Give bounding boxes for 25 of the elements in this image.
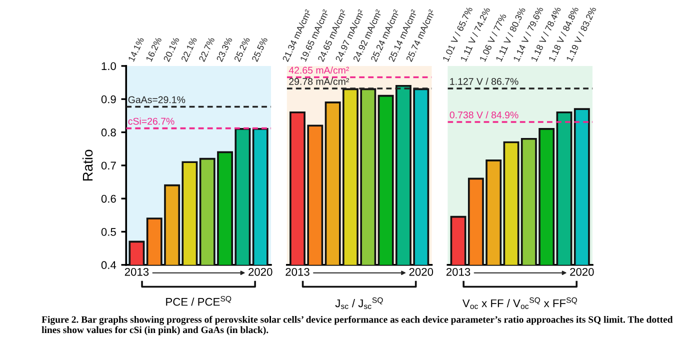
y-tick-label: 0.8 <box>101 128 116 136</box>
annotation: cSi=26.7% <box>128 118 174 125</box>
text: 2020 <box>248 268 272 276</box>
caption: Figure 2. Bar graphs showing progress of perovskite solar cells’ device performance as each device parameter’s ratio approaches its SQ limit. The dotted lines show values for cSi (in pink) and GaAs (in black). <box>42 316 673 336</box>
text: 2020 <box>570 268 594 276</box>
text: 2013 <box>446 268 470 276</box>
y-tick-label: 0.6 <box>101 194 116 203</box>
annotation: 42.65 mA/cm² <box>288 66 349 74</box>
y-tick-label: 0.9 <box>101 95 116 104</box>
text: 2020 <box>409 268 434 276</box>
x-axis-title: V$_{oc}$ x FF / V$_{oc}$$^{SQ}$ x FF$^{SQ}$ <box>462 297 577 309</box>
text: 2013 <box>286 268 310 276</box>
annotation: 29.78 mA/cm² <box>289 78 349 85</box>
y-tick-label: 0.7 <box>101 162 116 170</box>
y-tick-label: 1.0 <box>102 62 116 70</box>
annotation: GaAs=29.1% <box>128 96 186 104</box>
annotation: 0.738 V / 84.9% <box>450 111 518 118</box>
annotation: 1.127 V / 86.7% <box>450 78 518 85</box>
text: 2013 <box>124 268 149 276</box>
y-tick-label: 0.4 <box>101 261 116 270</box>
x-axis-title: J$_{sc}$ / J$_{sc}$$^{SQ}$ <box>335 297 383 309</box>
x-tick-label: 16.2% <box>146 36 162 62</box>
x-axis-title: PCE / PCE$^{SQ}$ <box>166 296 232 306</box>
y-axis-title: Ratio <box>82 150 93 180</box>
y-tick-label: 0.5 <box>101 228 116 236</box>
